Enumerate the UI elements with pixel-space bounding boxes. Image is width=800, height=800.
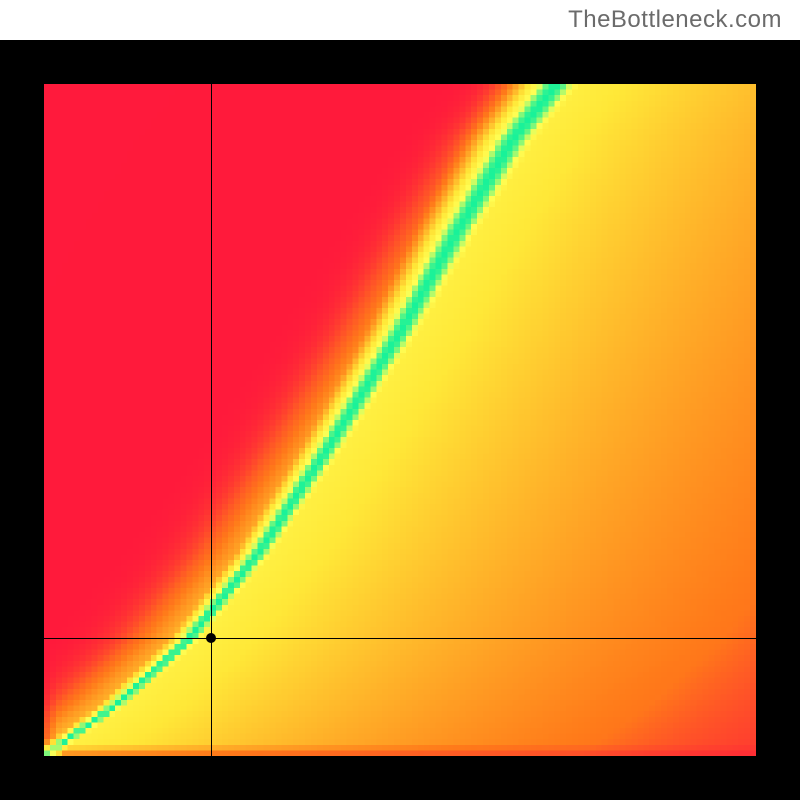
- watermark: TheBottleneck.com: [568, 6, 782, 34]
- heatmap-canvas: [44, 84, 756, 756]
- chart-container: TheBottleneck.com: [0, 0, 800, 800]
- chart-inner-frame: [44, 84, 756, 756]
- crosshair-horizontal: [44, 638, 756, 639]
- crosshair-marker: [206, 633, 216, 643]
- crosshair-vertical: [211, 84, 212, 756]
- chart-black-frame: [0, 40, 800, 800]
